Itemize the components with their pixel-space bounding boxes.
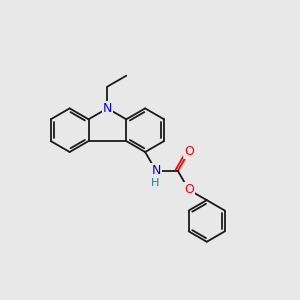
- Text: O: O: [184, 183, 194, 196]
- Text: N: N: [103, 102, 112, 115]
- Text: H: H: [151, 178, 159, 188]
- Text: O: O: [184, 146, 194, 158]
- Text: N: N: [152, 164, 161, 177]
